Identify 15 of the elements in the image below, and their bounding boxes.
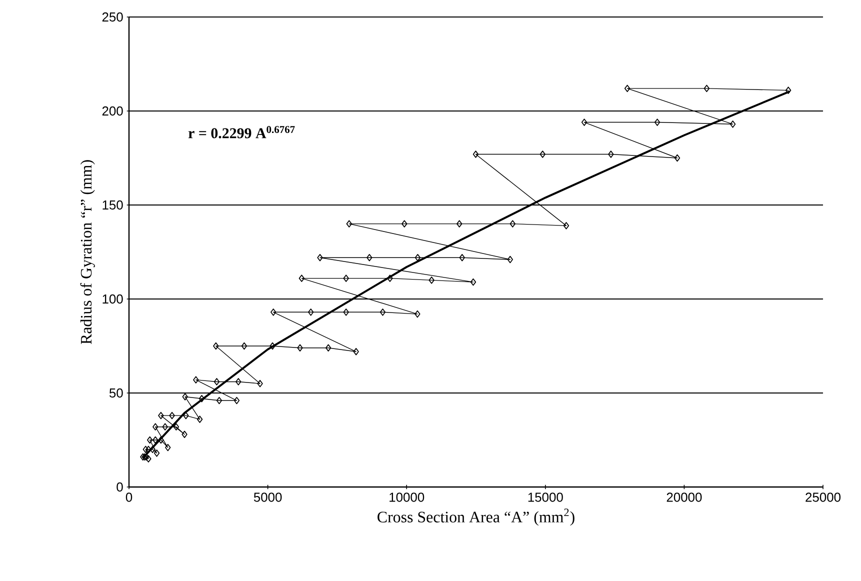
y-tick-label: 200: [102, 106, 123, 116]
y-tick-label: 50: [109, 388, 123, 398]
x-tick-label: 25000: [806, 492, 841, 502]
y-tick-label: 100: [102, 294, 123, 304]
x-axis-title: Cross Section Area “A” (mm$^{2}$): [378, 508, 574, 526]
y-tick-label: 250: [102, 12, 123, 22]
x-tick-label: 15000: [528, 492, 563, 502]
y-axis-title: Radius of Gyration “r” (mm): [80, 160, 95, 344]
x-tick-label: 0: [126, 492, 132, 502]
annotation: r = 0.2299 A$^{0.6767}$: [188, 126, 295, 138]
y-tick-label: 0: [116, 482, 123, 492]
x-tick-label: 10000: [390, 492, 424, 502]
x-tick-label: 5000: [254, 492, 282, 502]
x-tick-label: 20000: [666, 492, 702, 502]
y-tick-label: 150: [102, 200, 123, 210]
